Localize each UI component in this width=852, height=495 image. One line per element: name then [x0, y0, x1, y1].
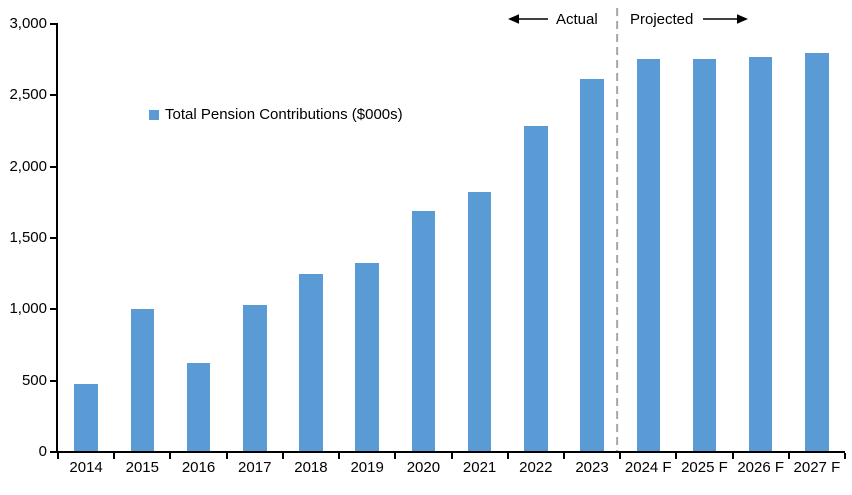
x-axis-tick: [338, 453, 341, 459]
legend: Total Pension Contributions ($000s): [149, 106, 403, 123]
x-axis-tick: [506, 453, 509, 459]
x-axis-category-label: 2019: [350, 459, 384, 476]
bar-2023: [580, 78, 604, 451]
y-axis-tick: [50, 94, 56, 97]
y-axis-tick-label: 1,500: [9, 229, 47, 246]
x-axis-tick: [394, 453, 397, 459]
y-axis-tick: [50, 451, 56, 453]
projected-arrow-icon: [703, 14, 748, 24]
bar-2021: [467, 192, 492, 451]
x-axis-category-label: 2023: [575, 459, 609, 476]
x-axis-tick: [844, 453, 846, 459]
y-axis-tick-label: 3,000: [9, 15, 47, 32]
x-axis-category-label: 2017: [238, 459, 272, 476]
x-axis-tick: [57, 453, 59, 459]
bar-2020: [411, 211, 436, 451]
bar-2014: [74, 383, 98, 451]
x-axis-category-label: 2025 F: [681, 459, 728, 476]
bar-2022: [524, 125, 548, 451]
y-axis-tick-label: 1,000: [9, 300, 47, 318]
x-axis-category-label: 2018: [294, 459, 328, 476]
x-axis-tick: [450, 453, 453, 459]
y-axis-tick: [50, 23, 56, 25]
x-axis-category-label: 2022: [519, 459, 553, 476]
x-axis-tick: [787, 453, 790, 459]
y-axis-line: [56, 23, 58, 453]
bar-2025-f: [692, 59, 717, 451]
actual-arrow-icon: [508, 14, 548, 24]
x-axis-category-label: 2021: [462, 459, 497, 476]
legend-label: Total Pension Contributions ($000s): [165, 106, 403, 123]
bar-2027-f: [805, 52, 829, 451]
bar-2019: [355, 262, 379, 451]
x-axis-category-label: 2015: [125, 459, 159, 476]
legend-marker-icon: [149, 109, 159, 120]
x-axis-category-label: 2026 F: [737, 459, 785, 476]
x-axis-category-label: 2024 F: [624, 459, 672, 476]
x-axis-tick: [169, 453, 172, 459]
bar-2026-f: [748, 56, 773, 451]
bar-2018: [299, 274, 323, 451]
x-axis-tick: [619, 453, 622, 459]
bar-2016: [186, 363, 211, 451]
x-axis-tick: [731, 453, 734, 459]
y-axis-tick-label: 2,500: [9, 86, 47, 104]
x-axis-category-label: 2014: [69, 459, 103, 476]
y-axis-tick: [50, 308, 56, 311]
y-axis-tick: [50, 237, 56, 239]
x-axis-line: [56, 451, 845, 453]
x-axis-tick: [562, 453, 565, 459]
x-axis-category-label: 2020: [406, 459, 441, 476]
y-axis-tick-label: 2,000: [9, 157, 47, 175]
y-axis-tick: [50, 165, 56, 168]
bar-2017: [243, 305, 267, 451]
bar-2024-f: [636, 58, 660, 451]
actual-section-label: Actual: [556, 11, 598, 28]
projected-section-label: Projected: [630, 11, 694, 28]
bar-2015: [130, 309, 155, 451]
x-axis-category-label: 2016: [181, 459, 216, 476]
x-axis-category-label: 2027 F: [793, 459, 841, 476]
x-axis-tick: [225, 453, 228, 459]
x-axis-tick: [675, 453, 678, 459]
y-axis-tick: [50, 379, 56, 382]
x-axis-tick: [281, 453, 284, 459]
y-axis-tick-label: 0: [38, 443, 47, 460]
x-axis-tick: [113, 453, 116, 459]
y-axis-tick-label: 500: [21, 371, 47, 389]
